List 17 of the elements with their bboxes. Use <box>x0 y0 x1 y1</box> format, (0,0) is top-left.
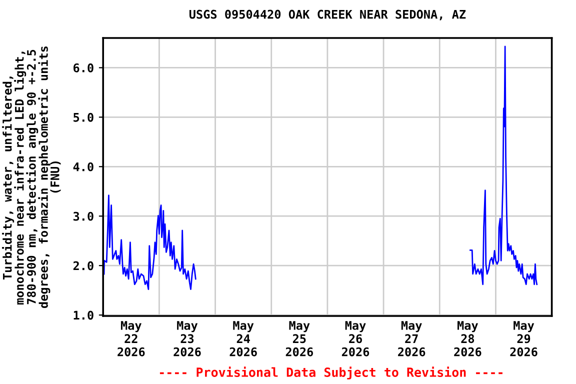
x-tick-label: May 24 2026 <box>230 321 257 356</box>
y-tick-label: 6.0 <box>74 63 94 72</box>
x-tick-label: May 27 2026 <box>398 321 426 356</box>
y-tick-label: 1.0 <box>74 310 94 320</box>
x-tick-label: May 26 2026 <box>342 321 370 356</box>
x-tick-label: May 22 2026 <box>118 321 145 356</box>
y-tick-label: 5.0 <box>74 112 94 122</box>
chart-title: USGS 09504420 OAK CREEK NEAR SEDONA, AZ <box>189 10 466 20</box>
x-tick-label: May 25 2026 <box>286 321 313 356</box>
x-tick-label: May 29 2026 <box>510 321 538 356</box>
x-tick-label: May 23 2026 <box>174 321 201 356</box>
text: ---- Provisional Data Subject to Revision ---- <box>160 366 502 380</box>
y-tick-label: 3.0 <box>73 212 94 221</box>
x-tick-label: May 28 2026 <box>454 321 482 356</box>
y-tick-label: 4.0 <box>73 162 94 172</box>
y-axis-title: Turbidity, water, unfiltered, monochrome near infra-red LED light, 780-900 nm, detection angle 90 +-2.5 degrees, formazin nephelometric units (FNU) <box>2 46 61 308</box>
y-tick-label: 2.0 <box>73 261 94 270</box>
